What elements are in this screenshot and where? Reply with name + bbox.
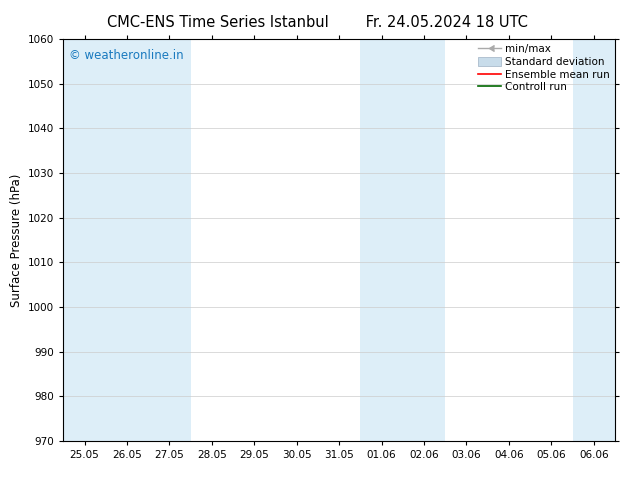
Bar bbox=[106, 39, 148, 441]
Bar bbox=[573, 39, 615, 441]
Legend: min/max, Standard deviation, Ensemble mean run, Controll run: min/max, Standard deviation, Ensemble me… bbox=[476, 42, 612, 94]
Bar bbox=[360, 39, 403, 441]
Text: © weatheronline.in: © weatheronline.in bbox=[69, 49, 183, 62]
Text: CMC-ENS Time Series Istanbul        Fr. 24.05.2024 18 UTC: CMC-ENS Time Series Istanbul Fr. 24.05.2… bbox=[107, 15, 527, 30]
Bar bbox=[63, 39, 106, 441]
Bar bbox=[148, 39, 191, 441]
Bar bbox=[403, 39, 445, 441]
Y-axis label: Surface Pressure (hPa): Surface Pressure (hPa) bbox=[10, 173, 23, 307]
